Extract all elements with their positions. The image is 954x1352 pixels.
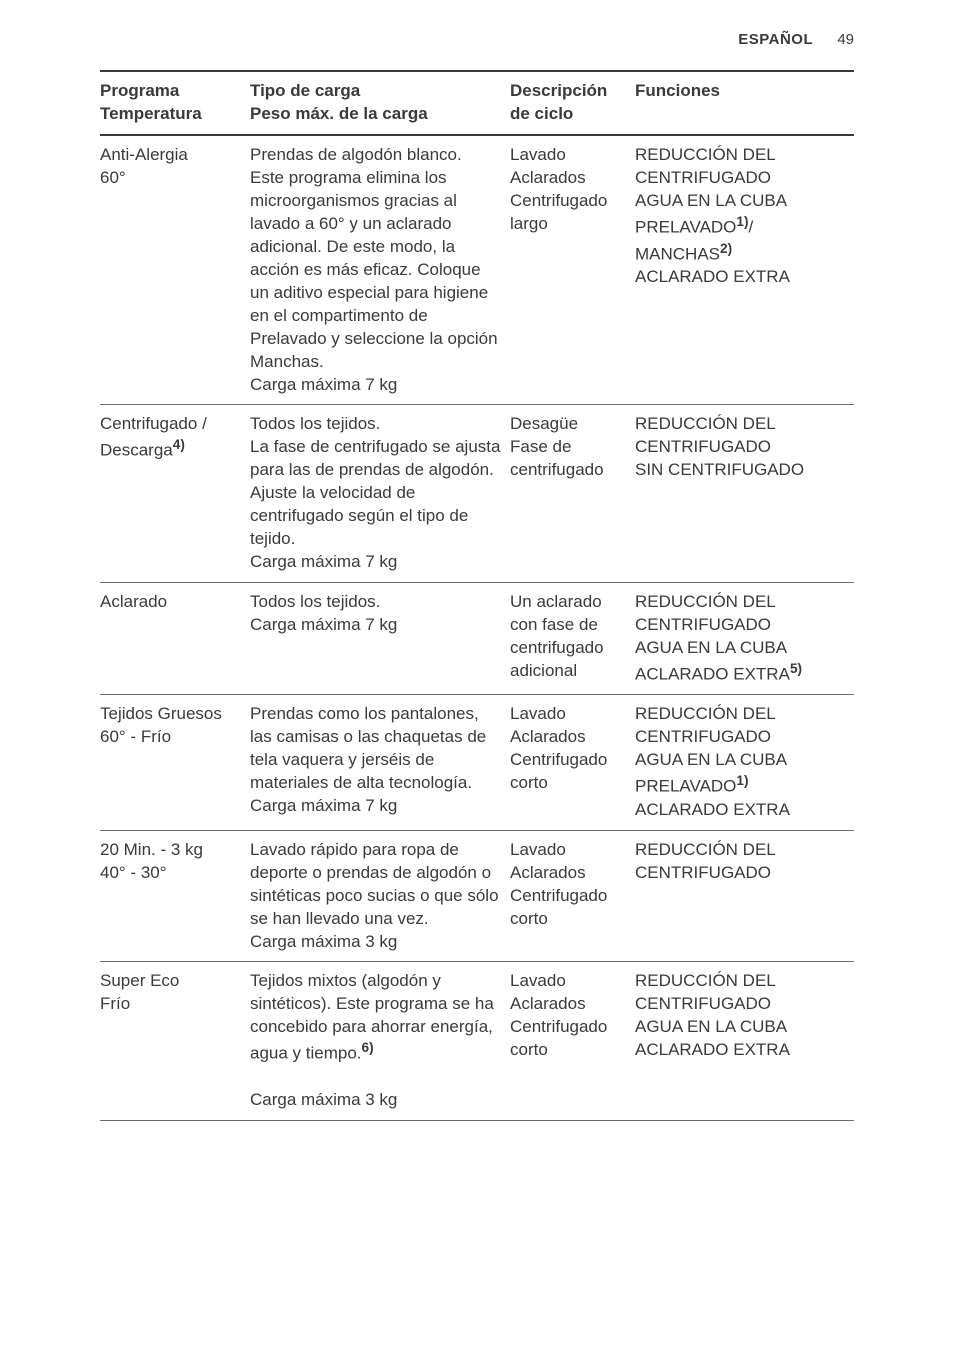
- cell-ciclo: LavadoAclaradosCentrifugado corto: [510, 695, 635, 830]
- func-item: ACLARADO EXTRA: [635, 1040, 790, 1059]
- th-funciones: Funciones: [635, 71, 854, 135]
- table-row: Super Eco Frío Tejidos mixtos (algodón y s…: [100, 962, 854, 1120]
- th-text: Programa: [100, 81, 179, 100]
- prog-line2: Frío: [100, 994, 130, 1013]
- cell-programa: 20 Min. - 3 kg 40° - 30°: [100, 830, 250, 962]
- prog-line1: Centrifugado / Descarga: [100, 414, 207, 460]
- func-item: AGUA EN LA CUBA: [635, 1017, 787, 1036]
- footnote-ref: 1): [736, 773, 748, 788]
- th-tipo-carga: Tipo de carga Peso máx. de la carga: [250, 71, 510, 135]
- cell-programa: Anti-Alergia 60°: [100, 135, 250, 405]
- cell-funciones: REDUCCIÓN DEL CENTRIFUGADO SIN CENTRIFUGA…: [635, 405, 854, 583]
- cell-funciones: REDUCCIÓN DEL CENTRIFUGADO AGUA EN LA CUB…: [635, 695, 854, 830]
- th-descripcion: Descripción de ciclo: [510, 71, 635, 135]
- th-text: Peso máx. de la carga: [250, 104, 428, 123]
- footnote-ref: 4): [173, 437, 185, 452]
- cell-funciones: REDUCCIÓN DEL CENTRIFUGADO AGUA EN LA CUB…: [635, 962, 854, 1120]
- table-row: Centrifugado / Descarga4)Todos los tejid…: [100, 405, 854, 583]
- cell-carga: Todos los tejidos.Carga máxima 7 kg: [250, 583, 510, 695]
- func-item: REDUCCIÓN DEL CENTRIFUGADO: [635, 145, 775, 187]
- func-item: ACLARADO EXTRA: [635, 267, 790, 286]
- table-row: Aclarado Todos los tejidos.Carga máxima 7…: [100, 583, 854, 695]
- func-item: AGUA EN LA CUBA: [635, 750, 787, 769]
- func-item: REDUCCIÓN DEL CENTRIFUGADO: [635, 971, 775, 1013]
- func-item: PRELAVADO: [635, 218, 736, 237]
- cell-carga: Prendas como los pantalones, las camisas…: [250, 695, 510, 830]
- programs-table: Programa Temperatura Tipo de carga Peso …: [100, 70, 854, 1120]
- func-item: REDUCCIÓN DEL CENTRIFUGADO: [635, 704, 775, 746]
- cell-ciclo: LavadoAclaradosCentrifugado corto: [510, 830, 635, 962]
- cell-funciones: REDUCCIÓN DEL CENTRIFUGADO AGUA EN LA CUB…: [635, 583, 854, 695]
- prog-line1: Tejidos Gruesos: [100, 704, 222, 723]
- prog-line1: Super Eco: [100, 971, 179, 990]
- table-row: Anti-Alergia 60° Prendas de algodón blanco…: [100, 135, 854, 405]
- cell-carga: Tejidos mixtos (algodón y sintéticos). E…: [250, 962, 510, 1120]
- th-text: Temperatura: [100, 104, 202, 123]
- th-text: Funciones: [635, 81, 720, 100]
- cell-ciclo: LavadoAclaradosCentrifugado corto: [510, 962, 635, 1120]
- cell-ciclo: DesagüeFase de centrifugado: [510, 405, 635, 583]
- cell-funciones: REDUCCIÓN DEL CENTRIFUGADO AGUA EN LA CUB…: [635, 135, 854, 405]
- func-item: PRELAVADO: [635, 777, 736, 796]
- cell-programa: Tejidos Gruesos 60° - Frío: [100, 695, 250, 830]
- func-item: REDUCCIÓN DEL CENTRIFUGADO: [635, 592, 775, 634]
- func-item: REDUCCIÓN DEL CENTRIFUGADO: [635, 840, 775, 882]
- footnote-ref: 6): [362, 1040, 374, 1055]
- prog-line1: Anti-Alergia: [100, 145, 188, 164]
- func-item: SIN CENTRIFUGADO: [635, 460, 804, 479]
- cell-ciclo: LavadoAclaradosCentrifugado largo: [510, 135, 635, 405]
- th-text: de ciclo: [510, 104, 573, 123]
- cell-programa: Super Eco Frío: [100, 962, 250, 1120]
- th-text: Tipo de carga: [250, 81, 360, 100]
- cell-programa: Aclarado: [100, 583, 250, 695]
- footnote-ref: 1): [736, 214, 748, 229]
- table-body: Anti-Alergia 60° Prendas de algodón blanco…: [100, 135, 854, 1120]
- footnote-ref: 5): [790, 661, 802, 676]
- prog-line2: 60°: [100, 168, 126, 187]
- cell-carga: Todos los tejidos.La fase de centrifugad…: [250, 405, 510, 583]
- prog-line2: 60° - Frío: [100, 727, 171, 746]
- th-text: Descripción: [510, 81, 607, 100]
- table-row: 20 Min. - 3 kg 40° - 30° Lavado rápido par…: [100, 830, 854, 962]
- cell-ciclo: Un aclarado con fase de centrifugado adi…: [510, 583, 635, 695]
- table-row: Tejidos Gruesos 60° - Frío Prendas como lo…: [100, 695, 854, 830]
- func-item: AGUA EN LA CUBA: [635, 638, 787, 657]
- func-item: AGUA EN LA CUBA: [635, 191, 787, 210]
- table-header-row: Programa Temperatura Tipo de carga Peso …: [100, 71, 854, 135]
- header-page-number: 49: [837, 31, 854, 48]
- th-programa: Programa Temperatura: [100, 71, 250, 135]
- page-header: ESPAÑOL 49: [100, 30, 854, 70]
- func-item: REDUCCIÓN DEL CENTRIFUGADO: [635, 414, 775, 456]
- cell-funciones: REDUCCIÓN DEL CENTRIFUGADO: [635, 830, 854, 962]
- cell-carga: Prendas de algodón blanco.Este programa …: [250, 135, 510, 405]
- footnote-ref: 2): [720, 241, 732, 256]
- cell-carga: Lavado rápido para ropa de deporte o pre…: [250, 830, 510, 962]
- prog-line2: 40° - 30°: [100, 863, 167, 882]
- cell-programa: Centrifugado / Descarga4): [100, 405, 250, 583]
- prog-line1: Aclarado: [100, 592, 167, 611]
- header-lang: ESPAÑOL: [738, 31, 813, 48]
- prog-line1: 20 Min. - 3 kg: [100, 840, 203, 859]
- func-item: ACLARADO EXTRA: [635, 664, 790, 683]
- func-item: ACLARADO EXTRA: [635, 800, 790, 819]
